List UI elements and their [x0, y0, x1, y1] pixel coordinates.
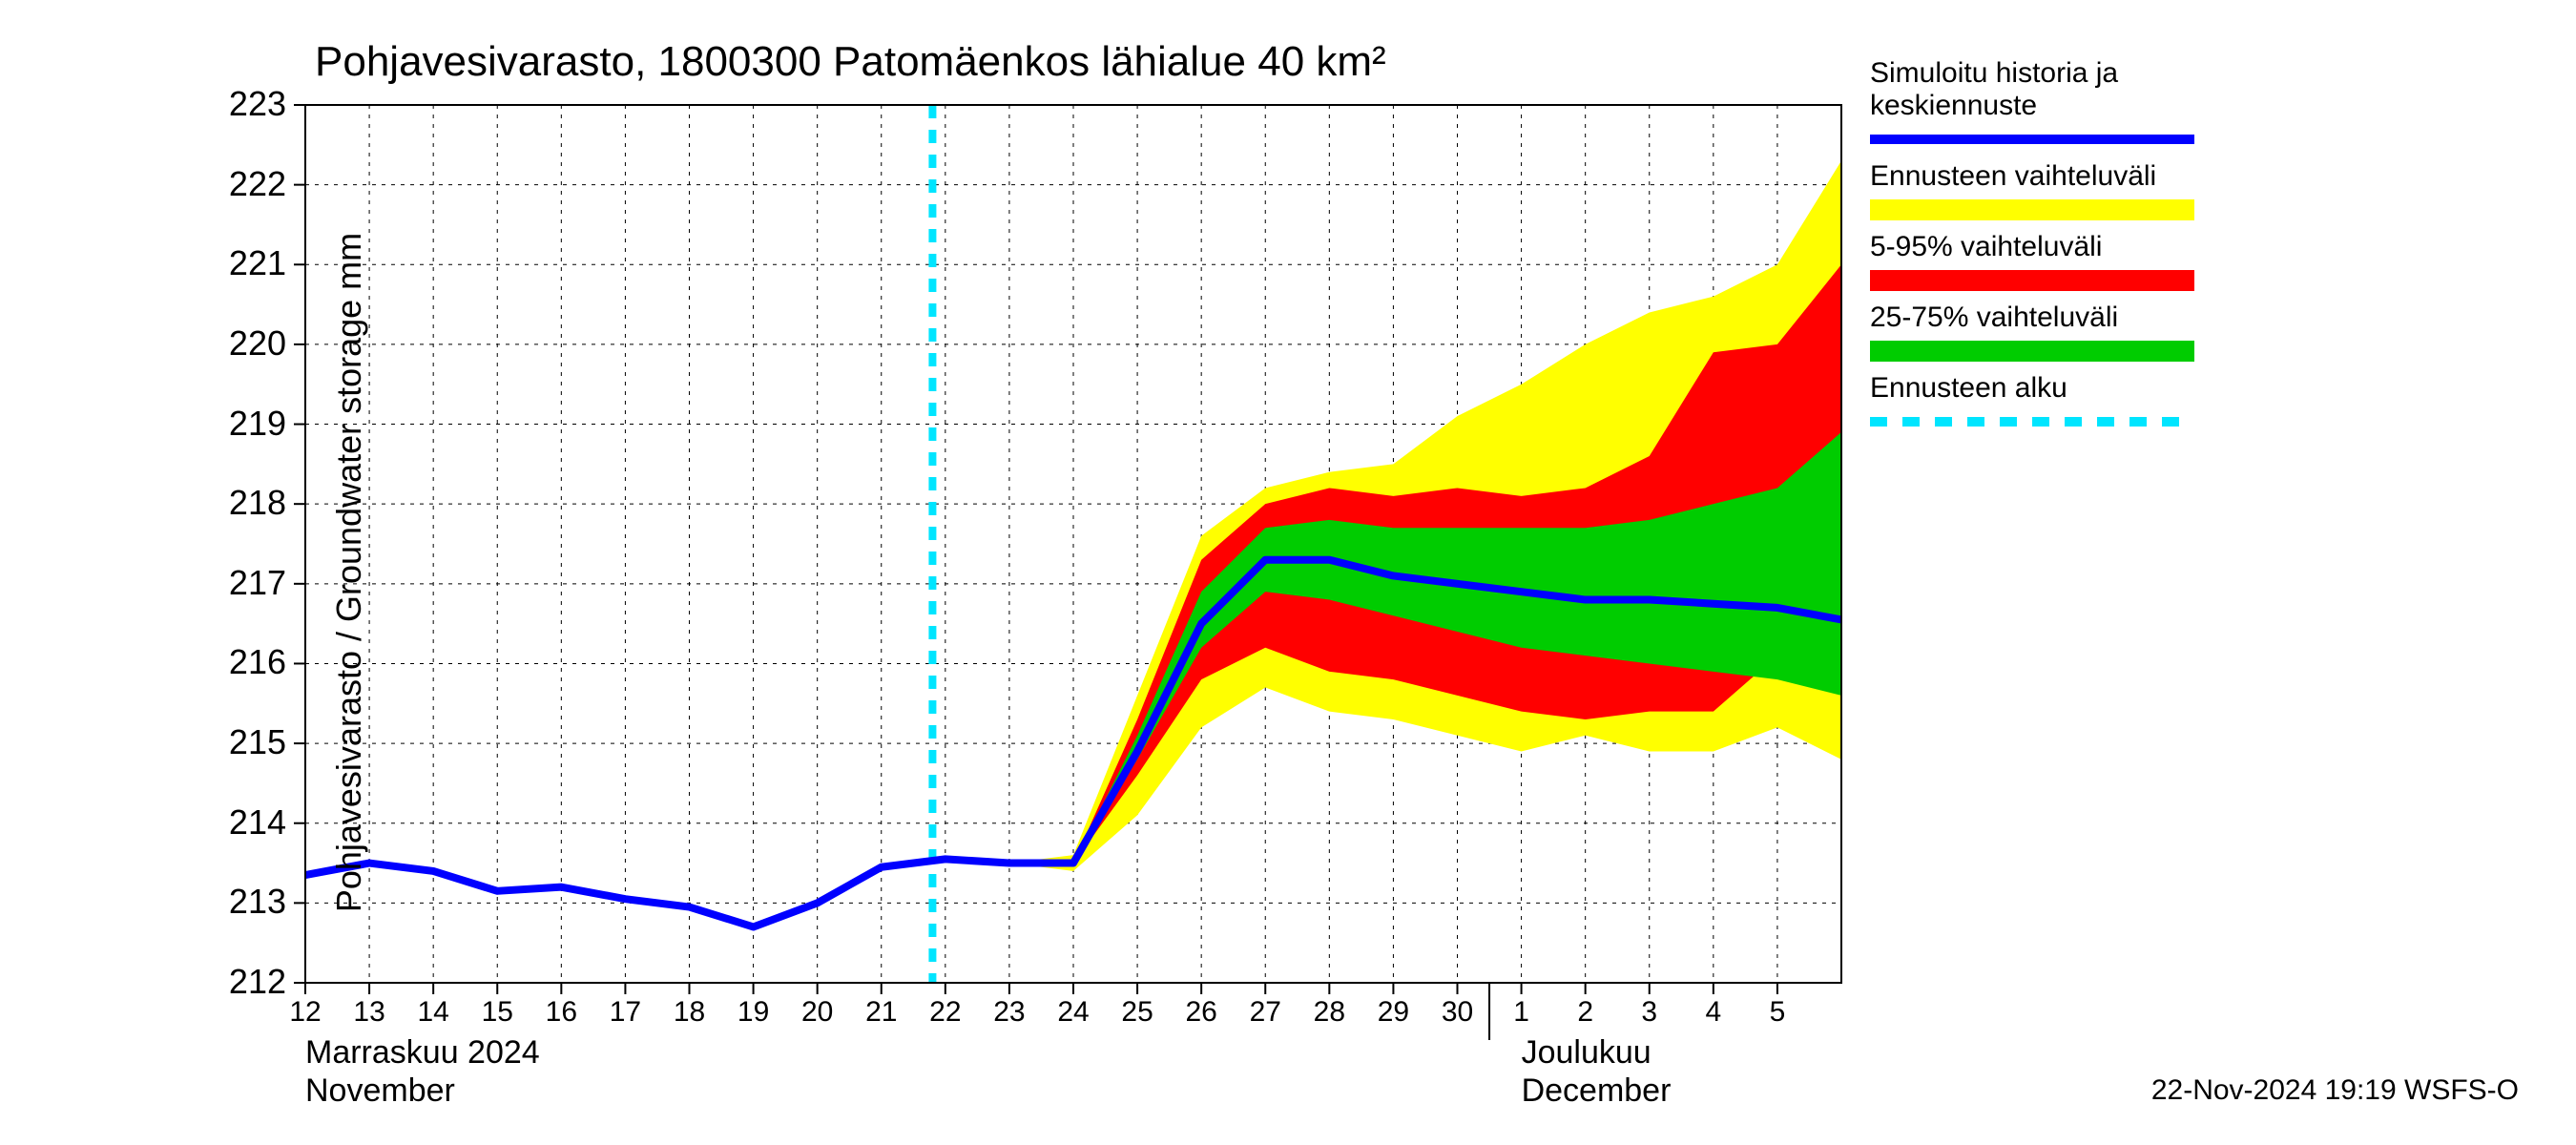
x-tick-label: 15 — [482, 996, 513, 1029]
legend-label: Simuloitu historia ja — [1870, 57, 2194, 90]
y-tick-label: 223 — [200, 84, 286, 124]
y-tick-label: 219 — [200, 404, 286, 444]
legend-label: 25-75% vaihteluväli — [1870, 302, 2194, 334]
legend: Simuloitu historia jakeskiennuste Ennuste… — [1870, 57, 2194, 443]
x-tick-label: 1 — [1513, 996, 1529, 1029]
y-tick-label: 220 — [200, 323, 286, 364]
chart-container: Pohjavesivarasto / Groundwater storage m… — [0, 0, 2576, 1145]
chart-title: Pohjavesivarasto, 1800300 Patomäenkos lä… — [315, 38, 1386, 86]
x-tick-label: 14 — [417, 996, 448, 1029]
legend-label: Ennusteen alku — [1870, 372, 2194, 405]
y-tick-label: 221 — [200, 243, 286, 283]
x-tick-label: 4 — [1705, 996, 1721, 1029]
x-tick-label: 5 — [1770, 996, 1786, 1029]
y-tick-label: 212 — [200, 962, 286, 1002]
y-tick-label: 216 — [200, 642, 286, 682]
legend-swatch — [1870, 199, 2194, 220]
x-tick-label: 19 — [737, 996, 769, 1029]
x-tick-label: 21 — [865, 996, 897, 1029]
x-tick-label: 25 — [1121, 996, 1153, 1029]
x-tick-label: 12 — [289, 996, 321, 1029]
legend-label: keskiennuste — [1870, 90, 2194, 122]
x-month-label: December — [1522, 1072, 1672, 1110]
y-tick-label: 214 — [200, 802, 286, 843]
legend-label: 5-95% vaihteluväli — [1870, 231, 2194, 263]
legend-swatch — [1870, 417, 2194, 427]
y-tick-label: 215 — [200, 722, 286, 762]
x-tick-label: 23 — [993, 996, 1025, 1029]
legend-entry: Ennusteen alku — [1870, 372, 2194, 437]
y-tick-label: 218 — [200, 483, 286, 523]
x-month-label: Marraskuu 2024 — [305, 1034, 540, 1072]
x-tick-label: 29 — [1378, 996, 1409, 1029]
legend-swatch — [1870, 135, 2194, 144]
legend-entry: 25-75% vaihteluväli — [1870, 302, 2194, 366]
y-axis-label: Pohjavesivarasto / Groundwater storage m… — [329, 233, 369, 912]
x-month-label: November — [305, 1072, 455, 1110]
x-tick-label: 17 — [610, 996, 641, 1029]
x-tick-label: 16 — [546, 996, 577, 1029]
legend-entry: 5-95% vaihteluväli — [1870, 231, 2194, 296]
legend-swatch — [1870, 341, 2194, 362]
y-tick-label: 217 — [200, 563, 286, 603]
x-tick-label: 24 — [1057, 996, 1089, 1029]
x-tick-label: 20 — [801, 996, 833, 1029]
x-tick-label: 26 — [1185, 996, 1216, 1029]
y-tick-label: 213 — [200, 882, 286, 922]
x-month-label: Joulukuu — [1522, 1034, 1652, 1072]
x-tick-label: 30 — [1442, 996, 1473, 1029]
legend-swatch — [1870, 270, 2194, 291]
legend-entry: Ennusteen vaihteluväli — [1870, 160, 2194, 225]
legend-label: Ennusteen vaihteluväli — [1870, 160, 2194, 193]
legend-entry: Simuloitu historia jakeskiennuste — [1870, 57, 2194, 155]
x-tick-label: 27 — [1250, 996, 1281, 1029]
x-tick-label: 22 — [929, 996, 961, 1029]
footer-timestamp: 22-Nov-2024 19:19 WSFS-O — [2151, 1074, 2519, 1107]
x-tick-label: 13 — [353, 996, 384, 1029]
x-tick-label: 3 — [1641, 996, 1657, 1029]
x-tick-label: 18 — [674, 996, 705, 1029]
y-tick-label: 222 — [200, 164, 286, 204]
x-tick-label: 28 — [1314, 996, 1345, 1029]
x-tick-label: 2 — [1577, 996, 1593, 1029]
